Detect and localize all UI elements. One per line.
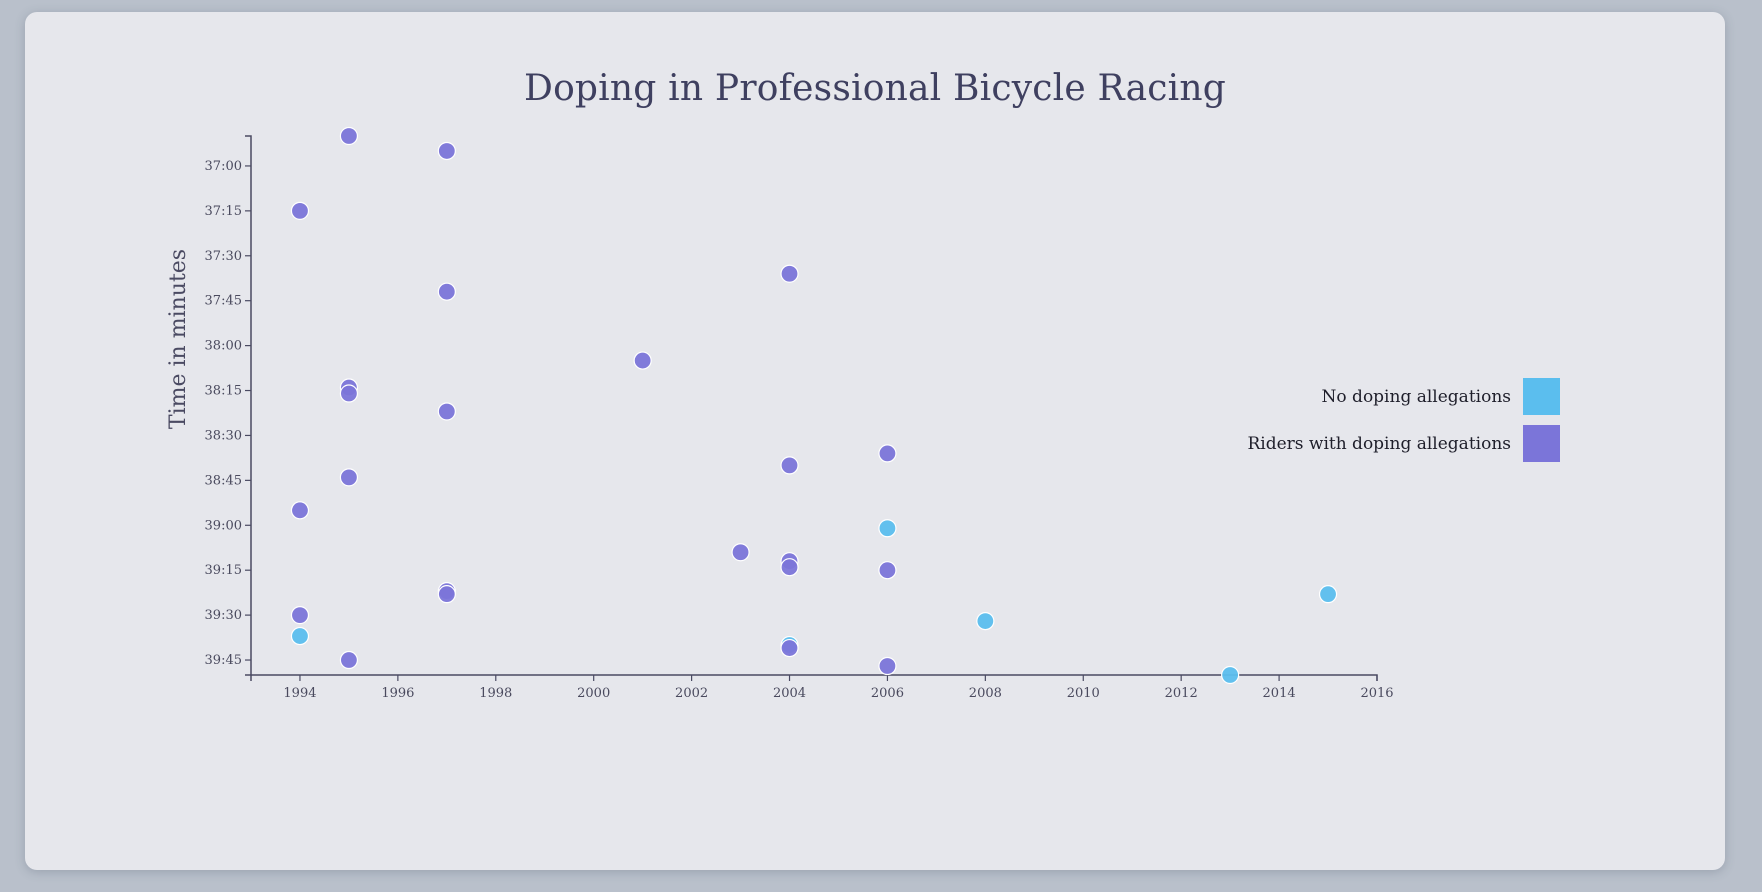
legend-label: Riders with doping allegations — [1247, 434, 1511, 454]
y-tick-label: 38:00 — [205, 339, 242, 354]
y-tick-label: 39:45 — [205, 653, 242, 668]
y-tick-label: 37:00 — [205, 159, 242, 174]
chart-card: Doping in Professional Bicycle Racing 19… — [25, 12, 1725, 870]
data-point-doping[interactable] — [437, 141, 456, 161]
data-point-doping[interactable] — [437, 282, 456, 301]
data-point-doping[interactable] — [437, 585, 456, 604]
x-tick-label: 1996 — [381, 686, 414, 701]
y-tick-label: 38:15 — [205, 384, 242, 399]
y-tick-label: 37:30 — [205, 249, 242, 264]
data-point-doping[interactable] — [339, 384, 359, 403]
data-point-doping[interactable] — [437, 402, 456, 421]
data-point-doping[interactable] — [339, 650, 359, 670]
data-point-doping[interactable] — [878, 656, 897, 676]
x-tick-label: 2010 — [1067, 686, 1100, 701]
data-point-doping[interactable] — [339, 126, 359, 146]
chart-title: Doping in Professional Bicycle Racing — [524, 68, 1226, 109]
y-tick-label: 39:15 — [205, 563, 242, 578]
y-tick-label: 38:30 — [205, 428, 242, 443]
y-tick-label: 39:00 — [205, 518, 242, 533]
legend-swatch-doping — [1523, 425, 1560, 462]
x-tick-label: 2014 — [1263, 686, 1296, 701]
data-point-doping[interactable] — [290, 606, 310, 625]
data-point-doping[interactable] — [339, 468, 359, 487]
data-point-doping[interactable] — [878, 561, 897, 580]
x-tick-label: 2016 — [1360, 686, 1393, 701]
data-point-no-doping[interactable] — [1318, 585, 1338, 604]
scatter-chart: 1994 1996 1998 2000 2002 2004 2006 2008 2010 2012… — [166, 126, 1560, 701]
data-point-no-doping[interactable] — [878, 519, 897, 538]
x-tick-label: 2002 — [675, 686, 708, 701]
data-point-doping[interactable] — [731, 543, 750, 562]
data-point-no-doping[interactable] — [1221, 665, 1240, 685]
y-tick-label: 37:15 — [205, 204, 242, 219]
y-tick-label: 39:30 — [205, 608, 242, 623]
legend-label: No doping allegations — [1322, 387, 1511, 407]
y-tick-label: 37:45 — [205, 294, 242, 309]
data-point-doping[interactable] — [878, 444, 897, 463]
x-tick-label: 2004 — [773, 686, 806, 701]
data-point-doping[interactable] — [780, 456, 799, 475]
data-point-doping[interactable] — [633, 351, 652, 370]
x-axis-line — [250, 674, 1378, 681]
legend-swatch-no-doping — [1523, 378, 1560, 415]
x-tick-label: 1998 — [479, 686, 512, 701]
x-tick-label: 2012 — [1165, 686, 1198, 701]
x-tick-label: 2000 — [577, 686, 610, 701]
data-point-doping[interactable] — [780, 638, 799, 658]
data-point-doping[interactable] — [290, 201, 310, 220]
x-tick-label: 1994 — [283, 686, 316, 701]
y-axis-line — [245, 135, 252, 676]
data-point-no-doping[interactable] — [290, 626, 310, 646]
x-tick-label: 2006 — [871, 686, 904, 701]
y-axis-label: Time in minutes — [166, 249, 191, 429]
data-point-doping[interactable] — [290, 501, 310, 520]
y-tick-label: 38:45 — [205, 473, 242, 488]
data-point-doping[interactable] — [780, 558, 799, 577]
data-point-doping[interactable] — [780, 264, 799, 283]
x-tick-label: 2008 — [969, 686, 1002, 701]
data-point-no-doping[interactable] — [976, 611, 995, 631]
